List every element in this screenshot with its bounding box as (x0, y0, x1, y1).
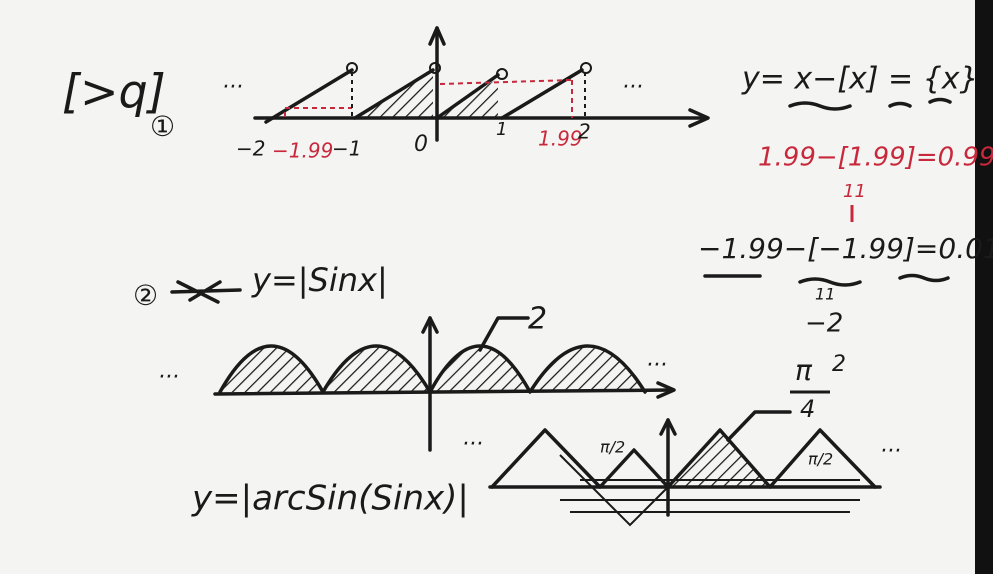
label: 2 (832, 352, 846, 377)
tick-label: 2 (578, 120, 591, 144)
triangle-graph: y=|arcSin(Sinx)| ··· ··· π 4 2 π/2 π/2 (191, 352, 901, 527)
dots: ··· (158, 365, 179, 390)
tick-label: 0 (414, 132, 428, 157)
dots: ··· (622, 75, 643, 100)
part-number: ② (133, 279, 158, 312)
mark: 11 (843, 181, 866, 202)
formula: y= x−[x] = {x} (741, 62, 979, 97)
open-point (496, 68, 508, 80)
dots: ··· (222, 75, 243, 100)
sawtooth (264, 68, 584, 124)
dots: ··· (646, 353, 667, 378)
arrow (656, 381, 676, 399)
arrow (421, 316, 439, 334)
part-number: ① (150, 110, 175, 143)
label: 2 (528, 302, 547, 337)
sawtooth-graph: ① ··· ··· −2 −1.99 −1 0 1 1.99 2 (150, 26, 710, 163)
note: −2 (805, 309, 843, 339)
sin-graph: ② y=|Sinx| ··· ··· 2 (133, 261, 676, 452)
underline (703, 273, 950, 287)
arrow (659, 418, 677, 436)
example: 1.99−[1.99]=0.99 (758, 143, 993, 173)
tick-label: 1.99 (538, 127, 583, 151)
formula: y=|arcSin(Sinx)| (191, 479, 469, 519)
scribble (170, 280, 242, 304)
red-guide (284, 79, 573, 118)
arrow (428, 26, 446, 46)
header-title: [>q] (62, 65, 166, 119)
example: −1.99−[−1.99]=0.01 (698, 232, 993, 265)
dots: ··· (880, 439, 901, 464)
leader (478, 316, 530, 352)
mark: 11 (815, 285, 835, 304)
label: π (795, 354, 813, 387)
tick-label: −1.99 (272, 139, 333, 163)
formula: y=|Sinx| (251, 261, 388, 299)
open-point (429, 62, 441, 74)
tick-label: −1 (332, 137, 361, 161)
label: 4 (800, 395, 815, 423)
underline (788, 97, 952, 111)
dots: ··· (462, 432, 483, 457)
label: π/2 (600, 438, 625, 457)
leader (726, 410, 792, 442)
x-axis (213, 388, 674, 396)
edge (975, 0, 993, 574)
arrow (688, 108, 710, 128)
tick-label: −2 (236, 137, 265, 161)
label: π/2 (808, 450, 833, 469)
construction-lines (559, 454, 860, 527)
tick-label: 1 (496, 119, 507, 140)
hatched-area (668, 430, 770, 487)
